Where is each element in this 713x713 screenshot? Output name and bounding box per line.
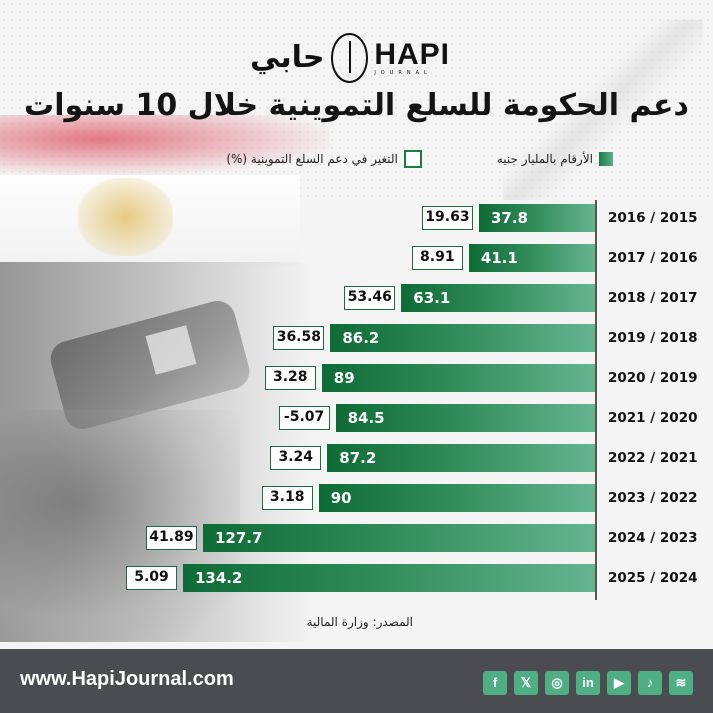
logo-emblem-icon bbox=[330, 32, 369, 83]
bar-value-label: 84.5 bbox=[347, 409, 385, 427]
logo-hapi-text: HAPI bbox=[374, 37, 450, 71]
bar-value-label: 127.7 bbox=[214, 529, 263, 547]
bar-value-label: 37.8 bbox=[490, 209, 528, 227]
pct-change-box: 3.28 bbox=[264, 366, 316, 390]
legend-label-pct: التغير في دعم السلع التموينية (%) bbox=[226, 152, 398, 166]
pct-change-box: 41.89 bbox=[145, 526, 197, 550]
fiscal-year-label: 2019 / 2018 bbox=[608, 330, 698, 346]
pct-change-box: -5.07 bbox=[278, 406, 330, 430]
chart-row: 63.1 53.46 2018 / 2017 bbox=[0, 284, 713, 314]
logo-english: HAPI JOURNAL bbox=[374, 37, 450, 76]
spotify-icon[interactable]: ≋ bbox=[669, 671, 693, 695]
bar: 127.7 bbox=[202, 524, 595, 552]
youtube-icon[interactable]: ▶ bbox=[607, 671, 631, 695]
people-bread-photo bbox=[0, 410, 240, 640]
bar-value-label: 41.1 bbox=[480, 249, 518, 267]
bar-value-label: 89 bbox=[333, 369, 355, 387]
bar: 89 bbox=[321, 364, 595, 392]
bar-value-label: 63.1 bbox=[413, 289, 451, 307]
bar-value-label: 87.2 bbox=[339, 449, 377, 467]
chart-row: 134.2 5.09 2025 / 2024 bbox=[0, 564, 713, 594]
pct-change-box: 36.58 bbox=[273, 326, 325, 350]
eagle-of-saladin-icon bbox=[78, 178, 173, 256]
x-icon[interactable]: 𝕏 bbox=[514, 671, 538, 695]
pct-change-box: 8.91 bbox=[411, 246, 463, 270]
chart-axis-line bbox=[595, 200, 597, 600]
chart-row: 127.7 41.89 2024 / 2023 bbox=[0, 524, 713, 554]
chart-row: 41.1 8.91 2017 / 2016 bbox=[0, 244, 713, 274]
fiscal-year-label: 2022 / 2021 bbox=[608, 450, 698, 466]
bar: 63.1 bbox=[401, 284, 595, 312]
footer-bar: www.HapiJournal.com f 𝕏 ◎ in ▶ ♪ ≋ bbox=[0, 649, 713, 713]
logo-arabic: حابي bbox=[250, 40, 325, 75]
tiktok-icon[interactable]: ♪ bbox=[638, 671, 662, 695]
flag-red-stripe bbox=[0, 115, 330, 175]
instagram-icon[interactable]: ◎ bbox=[545, 671, 569, 695]
chart-row: 84.5 -5.07 2021 / 2020 bbox=[0, 404, 713, 434]
pct-change-box: 5.09 bbox=[126, 566, 177, 590]
fiscal-year-label: 2020 / 2019 bbox=[608, 370, 698, 386]
fiscal-year-label: 2017 / 2016 bbox=[608, 250, 698, 266]
fiscal-year-label: 2021 / 2020 bbox=[608, 410, 698, 426]
chart-row: 90 3.18 2023 / 2022 bbox=[0, 484, 713, 514]
bar: 134.2 bbox=[183, 564, 595, 592]
fiscal-year-label: 2024 / 2023 bbox=[608, 530, 698, 546]
legend-item-pct: التغير في دعم السلع التموينية (%) bbox=[226, 150, 422, 168]
bar-value-label: 90 bbox=[330, 489, 352, 507]
legend-swatch-outline bbox=[403, 150, 422, 168]
chart-row: 86.2 36.58 2019 / 2018 bbox=[0, 324, 713, 354]
background-arrow-decoration bbox=[503, 20, 703, 200]
legend-label-bars: الأرقام بالمليار جنيه bbox=[496, 152, 593, 166]
bar-value-label: 134.2 bbox=[195, 569, 243, 587]
pct-change-box: 53.46 bbox=[344, 286, 396, 310]
pct-change-box: 3.18 bbox=[261, 486, 313, 510]
hapi-logo: حابي HAPI JOURNAL bbox=[250, 30, 450, 85]
chart-title: دعم الحكومة للسلع التموينية خلال 10 سنوا… bbox=[24, 88, 689, 123]
chart-row: 37.8 19.63 2016 / 2015 bbox=[0, 204, 713, 234]
pct-change-box: 19.63 bbox=[421, 206, 473, 230]
bar: 84.5 bbox=[335, 404, 595, 432]
legend-swatch-filled bbox=[599, 152, 613, 166]
fiscal-year-label: 2025 / 2024 bbox=[608, 570, 698, 586]
source-note: المصدر: وزارة المالية bbox=[306, 615, 413, 629]
fiscal-year-label: 2016 / 2015 bbox=[608, 210, 698, 226]
fiscal-year-label: 2018 / 2017 bbox=[608, 290, 698, 306]
bar-value-label: 86.2 bbox=[342, 329, 380, 347]
facebook-icon[interactable]: f bbox=[483, 671, 507, 695]
chart-row: 87.2 3.24 2022 / 2021 bbox=[0, 444, 713, 474]
chart-row: 89 3.28 2020 / 2019 bbox=[0, 364, 713, 394]
linkedin-icon[interactable]: in bbox=[576, 671, 600, 695]
pct-change-box: 3.24 bbox=[270, 446, 322, 470]
chart-legend: الأرقام بالمليار جنيه التغير في دعم السل… bbox=[226, 150, 613, 168]
bar: 90 bbox=[318, 484, 595, 512]
bar: 87.2 bbox=[327, 444, 595, 472]
legend-item-bars: الأرقام بالمليار جنيه bbox=[497, 152, 613, 166]
fiscal-year-label: 2023 / 2022 bbox=[608, 490, 698, 506]
bar: 41.1 bbox=[468, 244, 595, 272]
social-icons: f 𝕏 ◎ in ▶ ♪ ≋ bbox=[483, 671, 693, 695]
bar: 37.8 bbox=[478, 204, 595, 232]
website-link[interactable]: www.HapiJournal.com bbox=[20, 668, 234, 690]
logo-journal-text: JOURNAL bbox=[374, 69, 432, 76]
bar: 86.2 bbox=[330, 324, 595, 352]
